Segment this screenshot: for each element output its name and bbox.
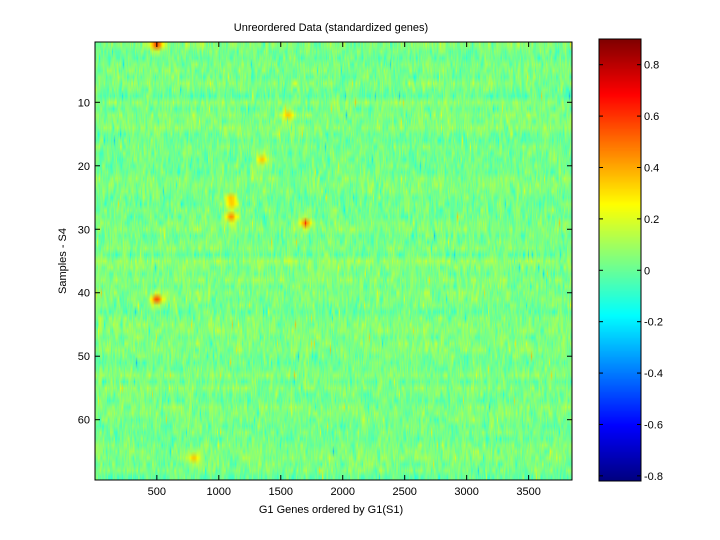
y-tick-label: 40 (78, 288, 90, 300)
y-axis-label: Samples - S4 (57, 228, 69, 294)
x-tick-label: 2500 (392, 486, 416, 498)
plot-frame (94, 41, 573, 481)
x-tick-label: 3000 (454, 486, 478, 498)
x-tick-label: 2000 (330, 486, 354, 498)
colorbar-tick-label: -0.2 (644, 317, 663, 329)
y-tick-label: 30 (78, 224, 90, 236)
colorbar-tick-label: 0.8 (644, 60, 659, 72)
heatmap-image (95, 42, 572, 480)
y-tick-label: 10 (78, 97, 90, 109)
colorbar-ticks: 0.8 0.6 0.4 0.2 0 -0.2 -0.4 -0.6 -0.8 (599, 60, 663, 483)
colorbar-tick-label: -0.4 (644, 368, 663, 380)
colorbar-gradient (599, 39, 641, 481)
x-tick-label: 1500 (269, 486, 293, 498)
x-tick-label: 3500 (516, 486, 540, 498)
y-tick-label: 50 (78, 351, 90, 363)
colorbar-tick-label: -0.6 (644, 419, 663, 431)
chart-title: Unreordered Data (standardized genes) (234, 22, 428, 34)
x-tick-label: 500 (148, 486, 166, 498)
y-tick-label: 20 (78, 161, 90, 173)
x-axis-label: G1 Genes ordered by G1(S1) (259, 504, 403, 516)
y-tick-label: 60 (78, 415, 90, 427)
colorbar-tick-label: 0.6 (644, 111, 659, 123)
colorbar-tick-label: 0.2 (644, 214, 659, 226)
colorbar-tick-label: 0.4 (644, 162, 659, 174)
colorbar-frame (598, 38, 642, 482)
colorbar-tick-label: -0.8 (644, 471, 663, 483)
y-axis-ticks: 10 20 30 40 50 60 (78, 97, 572, 427)
x-tick-label: 1000 (207, 486, 231, 498)
x-axis-ticks: 500 1000 1500 2000 2500 3000 3500 (148, 42, 541, 498)
colorbar-tick-label: 0 (644, 265, 650, 277)
